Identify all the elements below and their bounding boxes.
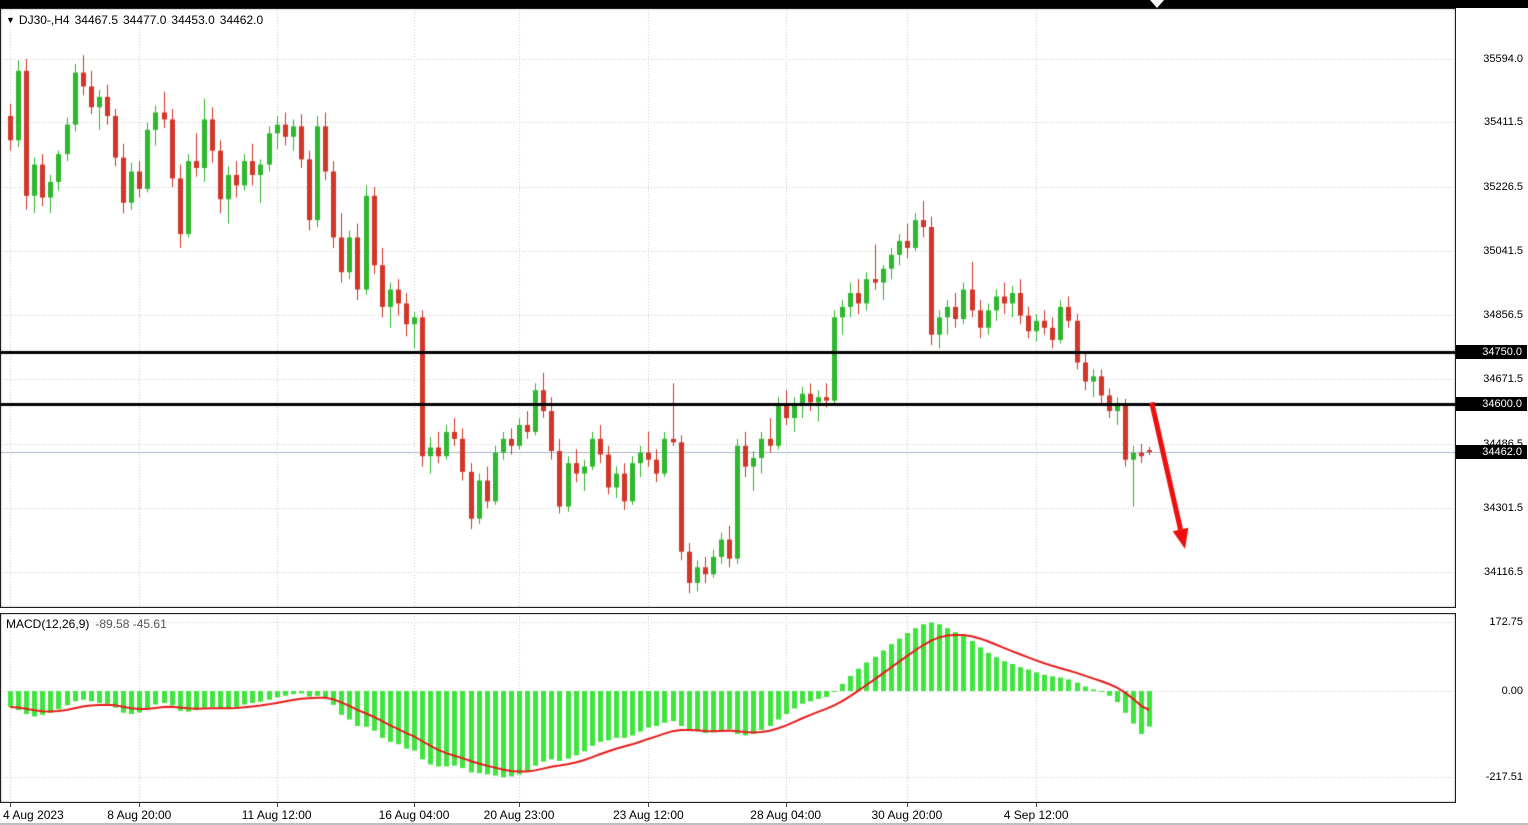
- price-axis-label: 35594.0: [1483, 53, 1523, 65]
- time-tick-mark: [414, 803, 415, 807]
- macd-pane[interactable]: MACD(12,26,9) -89.58 -45.61: [0, 613, 1456, 803]
- symbol-timeframe: DJ30-,H4: [18, 13, 70, 27]
- price-tag-label: 34600.0: [1456, 397, 1527, 412]
- price-axis-label: 35226.5: [1483, 180, 1523, 193]
- pane-separator[interactable]: [0, 608, 1456, 613]
- date-label: 16 Aug 04:00: [378, 808, 450, 822]
- time-tick-mark: [277, 803, 278, 807]
- time-tick-mark: [519, 803, 520, 807]
- window-bottom-border: [0, 823, 1528, 825]
- ohlc-open: 34467.5: [74, 13, 118, 27]
- date-label: 8 Aug 20:00: [107, 808, 172, 822]
- price-chart-canvas[interactable]: [0, 8, 1456, 608]
- ohlc-low: 34453.0: [171, 13, 215, 27]
- time-axis[interactable]: 4 Aug 2023 8 Aug 20:00 11 Aug 12:00 16 Aug …: [0, 803, 1528, 825]
- macd-indicator-header: MACD(12,26,9) -89.58 -45.61: [6, 617, 167, 631]
- macd-axis-label: -217.51: [1485, 771, 1523, 784]
- macd-indicator-name: MACD(12,26,9): [6, 617, 90, 631]
- date-label: 30 Aug 20:00: [871, 808, 943, 822]
- macd-axis-label: 172.75: [1489, 616, 1523, 629]
- macd-axis-label: 0.00: [1501, 685, 1523, 697]
- macd-chart-canvas[interactable]: [0, 613, 1456, 803]
- chart-shift-marker-icon[interactable]: [1150, 0, 1164, 8]
- window-top-border: [0, 0, 1528, 8]
- price-axis-label: 34671.5: [1483, 373, 1523, 386]
- date-label: 23 Aug 12:00: [612, 808, 684, 822]
- price-axis-label: 34301.5: [1483, 501, 1523, 514]
- date-label: 20 Aug 23:00: [483, 808, 555, 822]
- time-tick-mark: [139, 803, 140, 807]
- price-pane[interactable]: ▼ DJ30-,H4 34467.5 34477.0 34453.0 34462.0: [0, 8, 1456, 608]
- time-tick-mark: [786, 803, 787, 807]
- price-axis-label: 34856.5: [1483, 309, 1523, 322]
- date-label: 11 Aug 12:00: [241, 808, 312, 822]
- price-axis-label: 35041.5: [1483, 244, 1523, 257]
- chart-menu-icon[interactable]: ▼: [6, 15, 15, 25]
- price-tag-label: 34750.0: [1456, 345, 1527, 360]
- time-tick-mark: [10, 803, 11, 807]
- price-axis-label: 35411.5: [1484, 116, 1523, 129]
- ohlc-high: 34477.0: [123, 13, 167, 27]
- time-tick-mark: [1036, 803, 1037, 807]
- date-label: 4 Sep 12:00: [1003, 808, 1069, 822]
- price-tag-label: 34462.0: [1456, 445, 1527, 460]
- time-tick-mark: [907, 803, 908, 807]
- date-label: 4 Aug 2023: [3, 808, 64, 822]
- ohlc-close: 34462.0: [219, 13, 264, 27]
- price-axis-label: 34116.5: [1484, 566, 1523, 579]
- time-tick-mark: [648, 803, 649, 807]
- macd-value-main: -89.58: [95, 617, 130, 631]
- date-label: 28 Aug 04:00: [750, 808, 822, 822]
- chart-ohlc-header: ▼ DJ30-,H4 34467.5 34477.0 34453.0 34462.0: [6, 13, 268, 27]
- macd-value-signal: -45.61: [132, 617, 167, 631]
- price-axis[interactable]: 35594.0 35411.5 35226.5 35041.5 34856.5 34750…: [1456, 0, 1528, 825]
